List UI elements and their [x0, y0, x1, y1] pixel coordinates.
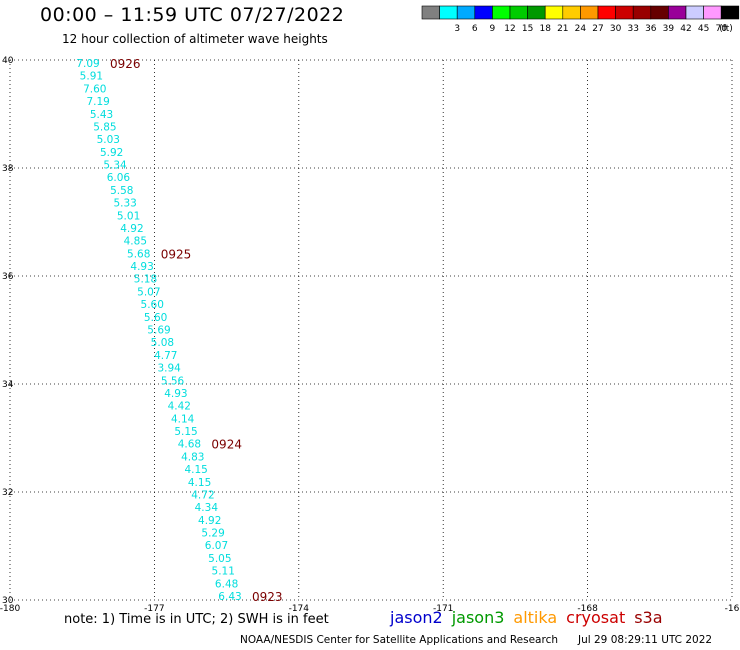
lat-tick-label: 32 — [2, 488, 13, 498]
wave-height-value: 5.11 — [212, 566, 235, 578]
legend-tick-label: 21 — [557, 24, 568, 34]
wave-height-value: 4.77 — [154, 350, 177, 362]
wave-height-value: 5.01 — [117, 210, 140, 222]
legend-tick-label: 3 — [454, 24, 460, 34]
lat-tick-label: 34 — [2, 380, 14, 390]
wave-height-value: 4.34 — [195, 502, 219, 514]
lat-tick-label: 36 — [2, 272, 14, 282]
wave-height-color-legend: 3 6 9 12 15 18 21 24 27 30 33 36 39 42 45 70(ft) — [421, 5, 740, 34]
legend-tick-label: 39 — [663, 24, 675, 34]
wave-height-value: 5.34 — [103, 160, 127, 172]
wave-height-value: 5.60 — [144, 312, 167, 324]
legend-unit-label: (ft) — [719, 24, 733, 34]
wave-height-value: 5.33 — [113, 198, 136, 210]
map-subtitle: 12 hour collection of altimeter wave hei… — [62, 32, 328, 46]
legend-swatch — [720, 5, 740, 20]
wave-height-value: 6.43 — [218, 591, 241, 603]
lon-tick-label: -180 — [0, 604, 20, 612]
wave-height-value: 5.18 — [134, 274, 157, 286]
wave-height-value: 3.94 — [157, 363, 181, 375]
wave-height-value: 4.15 — [184, 464, 207, 476]
lon-tick-label: -16 — [725, 604, 740, 612]
legend-tick-label: 70 — [715, 24, 727, 34]
wave-height-value: 5.29 — [201, 528, 224, 540]
wave-height-value: 4.42 — [168, 401, 191, 413]
wave-height-value: 7.09 — [76, 58, 99, 70]
track-time-label: 0923 — [252, 590, 283, 604]
wave-height-value: 4.92 — [120, 223, 143, 235]
legend-tick-label: 27 — [592, 24, 603, 34]
timestamp-text: Jul 29 08:29:11 UTC 2022 — [578, 634, 713, 646]
wave-height-value: 6.07 — [205, 540, 228, 552]
satellite-legend-altika: altika — [513, 608, 558, 627]
wave-height-value: 7.60 — [83, 83, 106, 95]
legend-tick-label: 45 — [698, 24, 709, 34]
track-time-label: 0926 — [110, 57, 141, 71]
legend-tick-label: 9 — [490, 24, 496, 34]
satellite-legend-jason2: jason2 — [390, 608, 443, 627]
wave-height-value: 5.05 — [208, 553, 231, 565]
legend-tick-label: 24 — [575, 24, 587, 34]
wave-height-value: 4.85 — [124, 236, 147, 248]
lat-tick-label: 30 — [2, 596, 14, 606]
legend-tick-label: 6 — [472, 24, 478, 34]
credit-text: NOAA/NESDIS Center for Satellite Applica… — [240, 634, 558, 646]
wave-height-value: 5.85 — [93, 121, 116, 133]
legend-tick-label: 36 — [645, 24, 657, 34]
wave-height-value: 5.08 — [151, 337, 174, 349]
altimeter-map[interactable]: -180 -177 -174 -171 -168 -164038363432307.095… — [0, 0, 740, 612]
wave-height-value: 4.92 — [198, 515, 221, 527]
wave-height-value: 6.06 — [107, 172, 131, 184]
track-time-label: 0924 — [211, 438, 242, 452]
wave-height-value: 5.56 — [161, 375, 185, 387]
wave-height-value: 5.92 — [100, 147, 123, 159]
legend-tick-label: 12 — [504, 24, 515, 34]
wave-height-value: 5.60 — [141, 299, 164, 311]
lat-tick-label: 38 — [2, 164, 14, 174]
wave-height-value: 4.15 — [188, 477, 211, 489]
wave-height-value: 4.14 — [171, 413, 195, 425]
wave-height-value: 5.43 — [90, 109, 113, 121]
track-time-label: 0925 — [161, 247, 192, 261]
satellite-legend-s3a: s3a — [634, 608, 663, 627]
wave-height-value: 5.15 — [174, 426, 197, 438]
legend-tick-label: 42 — [680, 24, 691, 34]
wave-height-value: 5.58 — [110, 185, 133, 197]
legend-tick-label: 15 — [522, 24, 533, 34]
wave-height-value: 4.72 — [191, 489, 214, 501]
legend-tick-label: 30 — [610, 24, 622, 34]
wave-height-value: 7.19 — [86, 96, 109, 108]
wave-height-value: 4.83 — [181, 451, 204, 463]
wave-height-value: 5.07 — [137, 286, 160, 298]
satellite-legend-jason3: jason3 — [451, 608, 505, 627]
satellite-legend-cryosat: cryosat — [566, 608, 626, 627]
wave-height-value: 5.68 — [127, 248, 150, 260]
lat-tick-label: 40 — [2, 56, 14, 66]
map-title: 00:00 – 11:59 UTC 07/27/2022 — [40, 4, 345, 26]
satellite-legend: jason2 jason3 altika cryosat s3a — [390, 608, 672, 627]
lon-tick-label: -174 — [289, 604, 310, 612]
lon-tick-label: -168 — [577, 604, 598, 612]
wave-height-value: 5.69 — [147, 325, 170, 337]
wave-height-value: 4.93 — [164, 388, 187, 400]
wave-height-value: 5.91 — [80, 71, 103, 83]
wave-height-value: 4.68 — [178, 439, 201, 451]
lon-tick-label: -177 — [144, 604, 164, 612]
legend-tick-label: 33 — [627, 24, 638, 34]
wave-height-value: 4.93 — [130, 261, 153, 273]
lon-tick-label: -171 — [433, 604, 453, 612]
wave-height-value: 5.03 — [97, 134, 120, 146]
wave-height-value: 6.48 — [215, 578, 238, 590]
note-text: note: 1) Time is in UTC; 2) SWH is in fe… — [64, 612, 329, 627]
legend-tick-label: 18 — [539, 24, 551, 34]
